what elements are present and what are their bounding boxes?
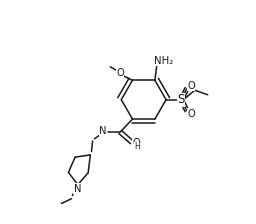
Text: NH₂: NH₂ bbox=[154, 56, 174, 66]
Text: O: O bbox=[116, 68, 124, 78]
Text: N: N bbox=[74, 184, 81, 194]
Text: O: O bbox=[133, 138, 141, 148]
Text: O: O bbox=[187, 81, 195, 90]
Text: N: N bbox=[99, 126, 106, 136]
Text: H: H bbox=[134, 142, 140, 151]
Text: O: O bbox=[187, 109, 195, 119]
Text: S: S bbox=[178, 93, 185, 106]
